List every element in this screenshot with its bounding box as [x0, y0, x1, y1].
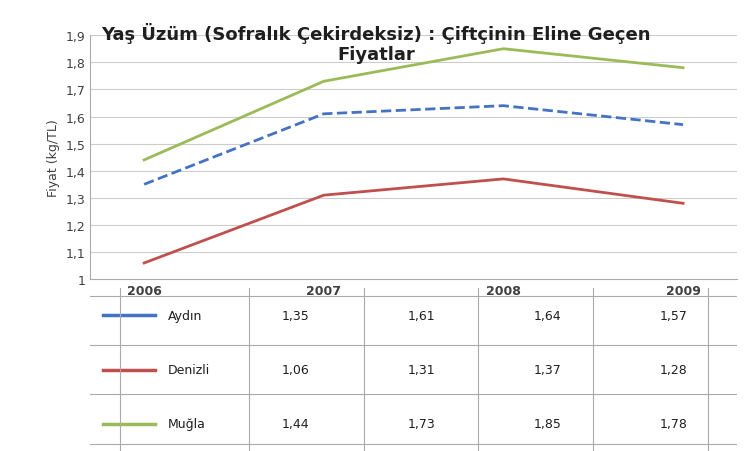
Text: 1,06: 1,06 [282, 364, 310, 376]
Text: 1,37: 1,37 [534, 364, 562, 376]
Text: 1,57: 1,57 [660, 309, 688, 322]
Text: Denizli: Denizli [168, 364, 210, 376]
Text: 1,85: 1,85 [534, 418, 562, 430]
Text: 1,31: 1,31 [408, 364, 435, 376]
Text: 1,78: 1,78 [660, 418, 688, 430]
Text: Muğla: Muğla [168, 418, 206, 430]
Text: 1,61: 1,61 [408, 309, 435, 322]
Text: 1,64: 1,64 [534, 309, 562, 322]
Text: 1,35: 1,35 [282, 309, 310, 322]
Text: 1,44: 1,44 [282, 418, 309, 430]
Text: 1,28: 1,28 [660, 364, 688, 376]
Text: 1,73: 1,73 [408, 418, 435, 430]
Text: Aydın: Aydın [168, 309, 202, 322]
Text: Yaş Üzüm (Sofralık Çekirdeksiz) : Çiftçinin Eline Geçen
Fiyatlar: Yaş Üzüm (Sofralık Çekirdeksiz) : Çiftçi… [102, 23, 650, 64]
Y-axis label: Fiyat (kg/TL): Fiyat (kg/TL) [47, 119, 60, 197]
